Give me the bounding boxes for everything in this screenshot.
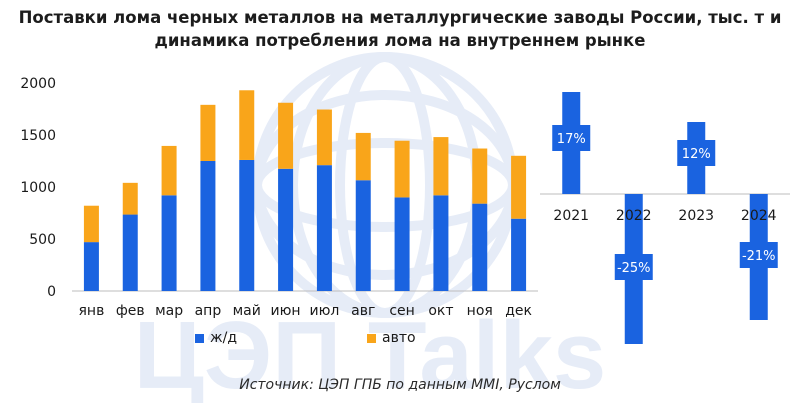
x-tick-label: фев [116,303,145,319]
legend-label-auto: авто [382,330,416,346]
growth-label-box [677,140,716,166]
bar-rail [122,214,138,291]
bar-auto [394,140,410,198]
chart-title: Поставки лома черных металлов на металлу… [0,6,800,52]
growth-year-label: 2024 [741,208,777,224]
legend-label-rail: ж/д [210,330,238,346]
y-tick-label: 500 [29,232,56,248]
bar-rail [83,242,99,291]
bar-auto [278,102,294,169]
x-tick-label: июн [271,303,301,319]
bar-auto [355,132,371,181]
x-tick-label: сен [389,303,414,319]
growth-label-box [552,125,591,151]
bar-rail [511,218,527,291]
bar-rail [239,159,255,291]
growth-year-label: 2021 [553,208,589,224]
chart-title-line-2: динамика потребления лома на внутреннем … [154,31,646,50]
growth-value-label: -25% [617,261,651,276]
bar-auto [472,148,488,204]
legend-item-rail: ж/д [195,330,237,346]
bar-rail [278,168,294,291]
growth-year-label: 2022 [616,208,652,224]
y-tick-label: 0 [47,284,56,300]
chart-title-line-1: Поставки лома черных металлов на металлу… [18,8,782,27]
growth-value-label: 12% [682,147,711,162]
bar-auto [200,104,216,161]
growth-label-box [614,254,653,280]
source-note: Источник: ЦЭП ГПБ по данным MMI, Руслом [239,377,561,393]
bar-auto [316,109,332,166]
bar-auto [239,90,255,160]
bar-rail [200,161,216,291]
x-tick-label: окт [428,303,453,319]
legend-item-auto: авто [367,330,416,346]
x-tick-label: май [233,303,261,319]
x-tick-label: мар [155,303,183,319]
x-tick-label: ноя [467,303,493,319]
y-tick-label: 2000 [20,76,56,92]
growth-value-label: -21% [742,249,776,264]
bar-rail [472,203,488,291]
bar-auto [511,155,527,219]
growth-year-label: 2023 [678,208,714,224]
x-tick-label: дек [505,303,532,319]
y-tick-label: 1000 [20,180,56,196]
bar-rail [433,195,449,291]
growth-label-box [739,242,778,268]
bar-rail [355,180,371,291]
bar-rail [394,197,410,291]
x-tick-label: апр [195,303,222,319]
x-tick-label: авг [351,303,375,319]
x-tick-label: янв [79,303,105,319]
bar-rail [161,195,177,291]
bar-auto [83,205,99,243]
legend-swatch-rail [195,333,204,343]
legend-swatch-auto [367,333,376,343]
x-tick-label: июл [309,303,339,319]
bar-auto [122,182,138,215]
y-tick-label: 1500 [20,128,56,144]
bar-rail [316,165,332,291]
bar-auto [433,137,449,196]
bar-auto [161,145,177,196]
growth-value-label: 17% [557,132,586,147]
